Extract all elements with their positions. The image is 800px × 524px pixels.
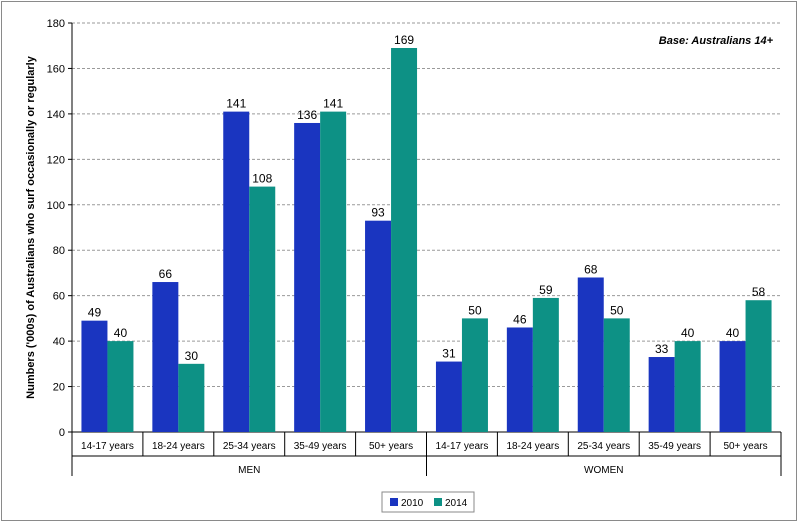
bar-2014-2: [178, 363, 205, 432]
legend: 2010 2014: [381, 491, 475, 513]
bar-2014-7: [532, 297, 559, 432]
x-tick-label: 35-49 years: [294, 441, 347, 452]
y-tick-label: 0: [59, 427, 65, 439]
legend-box: [381, 491, 475, 513]
data-label: 68: [584, 262, 598, 276]
data-label: 33: [655, 342, 669, 356]
data-labels: 49 66 141 136 93 31 46 68 33 40 40 30 108 141 169 50 59 5…: [88, 33, 766, 363]
data-label: 40: [114, 326, 128, 340]
base-annotation: Base: Australians 14+: [659, 35, 774, 47]
data-label: 50: [610, 303, 624, 317]
bar-2014-8: [603, 318, 630, 432]
bar-2014-4: [320, 111, 347, 432]
y-tick-label: 140: [47, 109, 65, 121]
y-tick-label: 100: [47, 200, 65, 212]
data-label: 50: [468, 303, 482, 317]
data-label: 58: [752, 285, 766, 299]
bar-2010-5: [365, 220, 392, 432]
legend-swatch-2010: [390, 498, 398, 506]
data-label: 40: [681, 326, 695, 340]
data-label: 30: [185, 349, 199, 363]
bar-2014-10: [745, 300, 772, 432]
bar-2010-6: [435, 361, 462, 432]
data-label: 108: [252, 172, 272, 186]
group-label: WOMEN: [584, 465, 623, 476]
y-axis-label: Numbers ('000s) of Australians who surf …: [25, 55, 37, 399]
y-tick-label: 180: [47, 18, 65, 30]
bar-2010-1: [81, 320, 108, 432]
data-label: 66: [159, 267, 173, 281]
data-label: 31: [442, 347, 456, 361]
group-label: MEN: [238, 465, 260, 476]
y-tick-label: 60: [53, 291, 65, 303]
bar-2010-2: [152, 282, 179, 432]
legend-label: 2014: [445, 498, 468, 509]
bar-2010-8: [577, 277, 604, 432]
data-label: 49: [88, 306, 102, 320]
x-tick-label: 18-24 years: [506, 441, 559, 452]
x-tick-label: 35-49 years: [648, 441, 701, 452]
x-tick-label: 25-34 years: [577, 441, 630, 452]
x-tick-label: 50+ years: [723, 441, 767, 452]
bar-2014-9: [674, 341, 701, 432]
bar-2010-4: [294, 122, 321, 432]
bar-2010-10: [719, 341, 746, 432]
legend-label: 2010: [401, 498, 424, 509]
y-tick-label: 80: [53, 245, 65, 257]
bar-2010-3: [223, 111, 250, 432]
legend-swatch-2014: [434, 498, 442, 506]
bar-2010-7: [506, 327, 533, 432]
y-tick-label: 40: [53, 336, 65, 348]
data-label: 141: [323, 97, 343, 111]
y-tick-label: 120: [47, 154, 65, 166]
data-label: 46: [513, 312, 527, 326]
axes: 0 20 40 60 80 100 120 140 160 180 14-17 years 18-24…: [47, 18, 782, 476]
data-label: 141: [226, 97, 246, 111]
data-label: 40: [726, 326, 740, 340]
bar-2014-3: [249, 186, 276, 432]
x-tick-label: 14-17 years: [436, 441, 489, 452]
x-tick-label: 50+ years: [369, 441, 413, 452]
x-tick-label: 25-34 years: [223, 441, 276, 452]
data-label: 59: [539, 283, 553, 297]
bar-2014-5: [391, 47, 418, 432]
x-tick-label: 14-17 years: [81, 441, 134, 452]
y-tick-label: 160: [47, 63, 65, 75]
bar-2014-1: [107, 341, 134, 432]
data-label: 93: [371, 206, 385, 220]
bar-2010-9: [648, 357, 675, 432]
y-tick-label: 20: [53, 382, 65, 394]
data-label: 136: [297, 108, 317, 122]
bar-2014-6: [461, 318, 488, 432]
data-label: 169: [394, 33, 414, 47]
x-tick-label: 18-24 years: [152, 441, 205, 452]
bars: [81, 47, 772, 432]
